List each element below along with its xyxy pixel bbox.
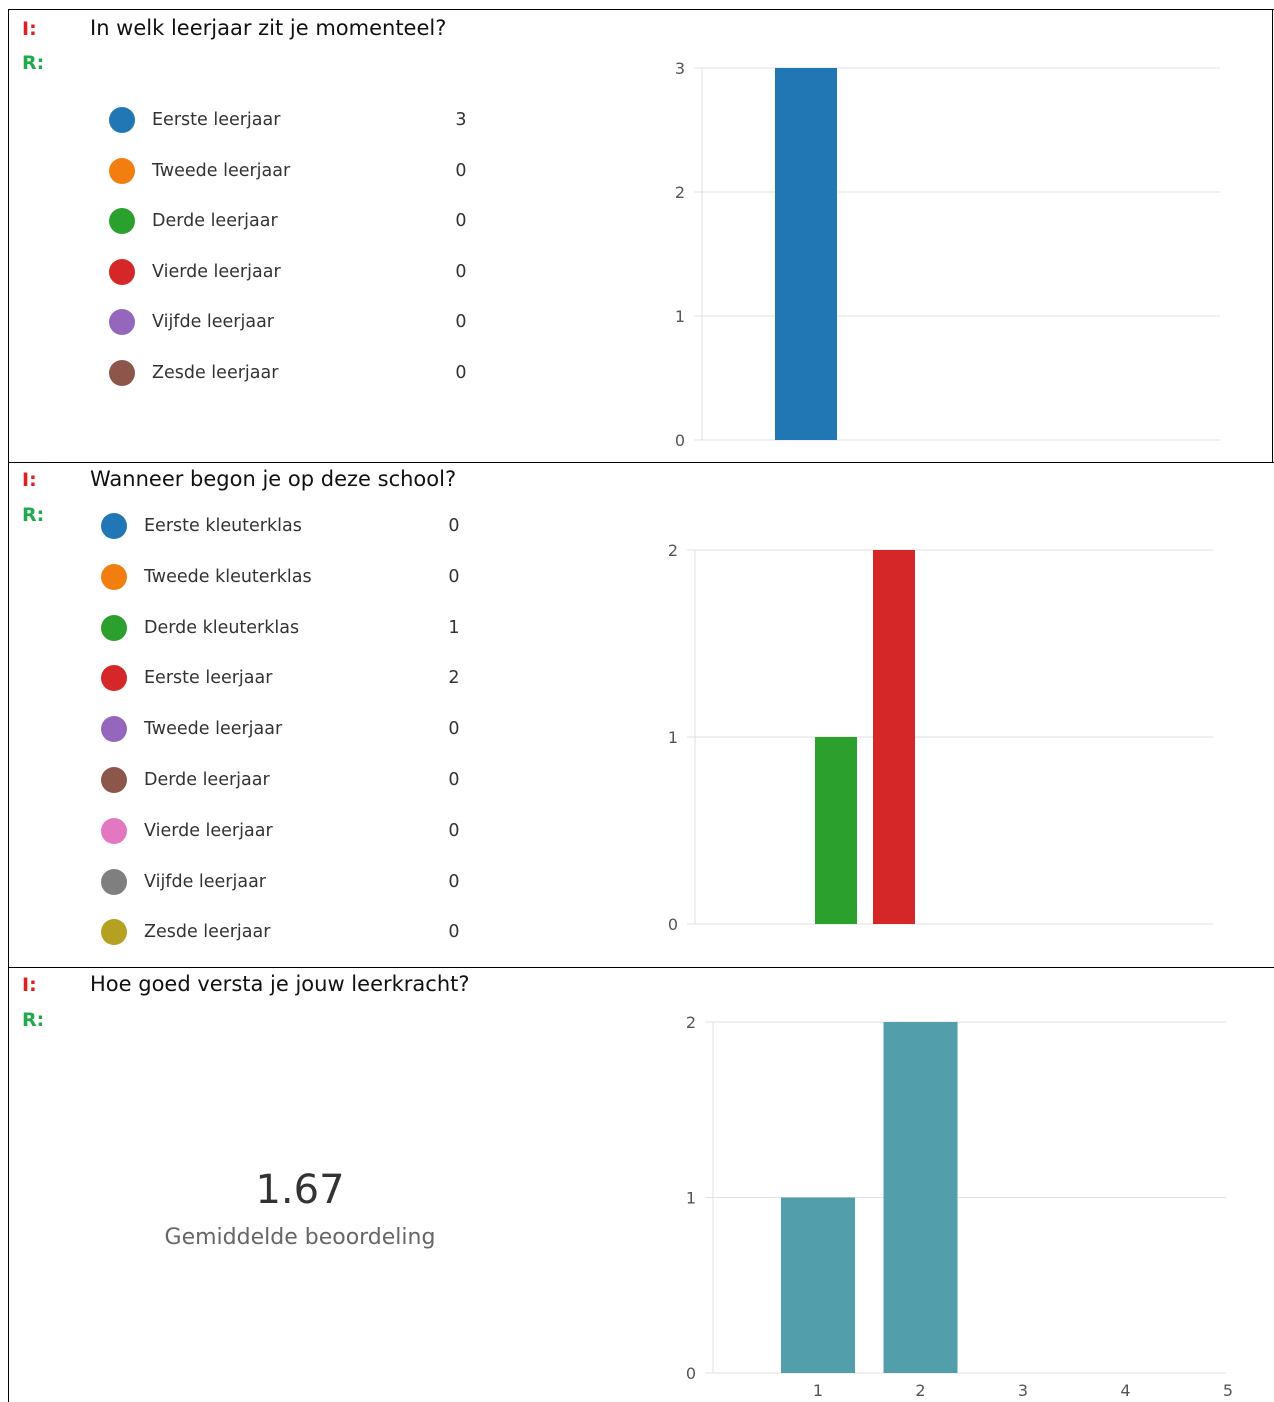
left-border <box>8 9 9 1402</box>
legend-dot <box>101 513 127 539</box>
legend-dot <box>109 360 135 386</box>
legend-dot <box>109 258 135 285</box>
legend-label: Zesde leerjaar <box>144 922 271 943</box>
y-tick-label: 2 <box>686 1013 696 1032</box>
response-tag: R: <box>22 1009 45 1031</box>
legend-label: Zesde leerjaar <box>152 363 279 383</box>
question-title: Hoe goed versta je jouw leerkracht? <box>90 972 470 996</box>
interviewer-tag: I: <box>22 469 37 491</box>
bar-chart: 0 1 2 1 2 3 4 5 <box>686 1013 1233 1400</box>
legend-count: 0 <box>448 719 460 740</box>
legend-label: Tweede leerjaar <box>144 719 283 740</box>
interviewer-tag: I: <box>22 974 37 996</box>
legend-count: 0 <box>448 922 460 943</box>
section-divider <box>8 967 1274 968</box>
y-tick-label: 1 <box>668 728 678 747</box>
section-divider <box>8 462 1274 463</box>
legend-dot <box>101 563 127 590</box>
bar-chart: 0 1 2 3 <box>675 59 1220 450</box>
y-tick-label: 0 <box>668 915 678 934</box>
legend-dot <box>101 868 127 895</box>
legend-dot <box>101 716 127 743</box>
legend-label: Vierde leerjaar <box>144 820 273 841</box>
legend-dot <box>101 817 127 844</box>
legend-label: Vijfde leerjaar <box>152 312 275 333</box>
legend-count: 1 <box>448 617 460 638</box>
question-title: Wanneer begon je op deze school? <box>90 467 457 491</box>
interviewer-tag: I: <box>22 18 37 40</box>
bar <box>815 737 857 924</box>
x-tick-label: 5 <box>1223 1381 1233 1400</box>
bar <box>775 68 837 440</box>
legend-label: Derde kleuterklas <box>144 617 300 638</box>
y-tick-label: 1 <box>686 1189 696 1208</box>
legend-dot <box>101 614 127 641</box>
legend-label: Eerste leerjaar <box>152 110 281 130</box>
bar <box>883 1022 958 1373</box>
response-tag: R: <box>22 52 45 74</box>
legend-count: 0 <box>448 820 460 841</box>
legend-count: 2 <box>448 668 460 689</box>
legend-count: 0 <box>455 261 467 282</box>
legend-label: Tweede leerjaar <box>152 160 291 181</box>
x-tick-label: 1 <box>813 1381 823 1400</box>
legend-dot <box>101 665 127 692</box>
legend-label: Eerste leerjaar <box>144 668 273 689</box>
legend-dot <box>109 107 135 133</box>
legend-dot <box>109 309 135 336</box>
y-tick-label: 2 <box>675 183 685 202</box>
legend-label: Vijfde leerjaar <box>144 871 267 892</box>
x-tick-label: 4 <box>1120 1381 1130 1400</box>
question-title: In welk leerjaar zit je momenteel? <box>90 16 447 40</box>
legend-label: Derde leerjaar <box>152 211 278 232</box>
legend-label: Tweede kleuterklas <box>144 566 312 587</box>
legend-dot <box>101 767 127 793</box>
legend-label: Derde leerjaar <box>144 770 270 790</box>
legend-count: 0 <box>455 211 467 232</box>
right-border <box>1272 9 1273 462</box>
bar <box>873 550 915 924</box>
legend-label: Eerste kleuterklas <box>144 516 302 536</box>
y-tick-label: 2 <box>668 541 678 560</box>
x-tick-label: 2 <box>915 1381 925 1400</box>
legend-count: 0 <box>448 566 460 587</box>
legend-dot <box>109 208 135 235</box>
response-tag: R: <box>22 504 45 526</box>
legend-dot <box>109 157 135 184</box>
legend-count: 0 <box>448 516 460 536</box>
legend-count: 3 <box>455 110 467 130</box>
average-rating-value: 1.67 <box>255 1167 345 1213</box>
legend-count: 0 <box>455 363 467 383</box>
y-tick-label: 3 <box>675 59 685 78</box>
legend-count: 0 <box>448 770 460 790</box>
bar <box>781 1197 855 1373</box>
legend-count: 0 <box>455 160 467 181</box>
legend-count: 0 <box>448 871 460 892</box>
y-tick-label: 0 <box>675 431 685 450</box>
legend-label: Vierde leerjaar <box>152 261 281 282</box>
bar-chart: 0 1 2 <box>668 541 1213 934</box>
y-tick-label: 1 <box>675 307 685 326</box>
legend-dot <box>101 919 127 946</box>
legend-count: 0 <box>455 312 467 333</box>
average-rating-label: Gemiddelde beoordeling <box>164 1225 436 1250</box>
x-tick-label: 3 <box>1018 1381 1028 1400</box>
y-tick-label: 0 <box>686 1364 696 1383</box>
top-border <box>8 9 1274 10</box>
